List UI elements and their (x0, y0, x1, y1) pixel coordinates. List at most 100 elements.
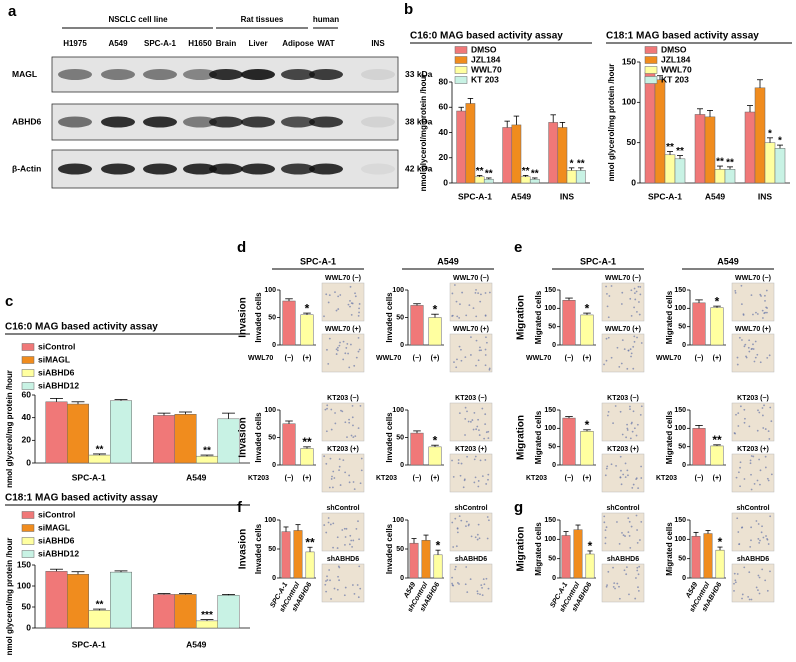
cell-dot (353, 488, 356, 491)
y-axis-label: Migrated cells (665, 410, 674, 464)
blot-group: human (313, 15, 339, 24)
cell-dot (607, 410, 610, 413)
bar (281, 531, 291, 579)
cell-dot (734, 289, 737, 292)
blot-protein: β-Actin (12, 163, 41, 173)
blot-band (58, 116, 92, 128)
x-tick-label: (+) (713, 475, 722, 482)
cell-dot (466, 591, 469, 594)
cell-dot (758, 542, 761, 544)
cell-dot (481, 594, 484, 597)
cell-dot (638, 301, 640, 303)
legend-label: siABHD6 (38, 535, 75, 545)
y-tick-label: 100 (544, 305, 556, 312)
bar (67, 573, 89, 629)
cell-dot (338, 344, 341, 347)
y-tick-label: 100 (622, 97, 636, 107)
bar (88, 610, 111, 629)
lane-label: H1650 (188, 39, 212, 48)
cell-dot (451, 521, 454, 524)
cell-dot (336, 349, 339, 352)
cell-dot (607, 570, 610, 573)
cell-dot (734, 579, 737, 582)
cell-dot (626, 427, 629, 430)
blot-protein: MAGL (12, 69, 37, 79)
cell-dot (630, 289, 633, 292)
significance: * (715, 294, 720, 308)
cell-dot (469, 578, 472, 581)
cell-dot (633, 427, 636, 430)
cell-dot (764, 428, 767, 430)
cell-dot (475, 428, 478, 431)
micrograph-label: KT203 (−) (327, 395, 359, 402)
cell-dot (477, 480, 480, 482)
cell-dot (328, 486, 331, 489)
cell-dot (339, 294, 342, 296)
y-tick-label: 60 (22, 389, 32, 399)
cell-dot (739, 405, 742, 408)
cell-dot (639, 413, 642, 416)
cell-dot (760, 531, 763, 534)
cell-dot (766, 477, 769, 480)
blot-size: 33 kDa (405, 69, 433, 79)
significance: * (585, 301, 590, 315)
significance: ** (203, 446, 211, 457)
cell-dot (624, 476, 627, 479)
y-tick-label: 50 (268, 434, 276, 441)
bar (45, 401, 68, 464)
cell-dot (757, 589, 759, 592)
cell-dot (472, 428, 475, 431)
x-tick-label: (−) (565, 475, 574, 482)
cell-dot (632, 410, 635, 413)
cell-dot (636, 310, 638, 313)
cell-dot (737, 425, 740, 427)
cell-dot (329, 523, 332, 526)
y-axis-label: Migrated cells (665, 290, 674, 344)
bar (196, 455, 218, 464)
cell-dot (755, 311, 757, 314)
bar (465, 103, 476, 184)
cell-dot (621, 291, 624, 294)
cell-dot (351, 584, 354, 586)
cell-dot (456, 358, 458, 361)
micrograph-label: WWL70 (−) (605, 275, 641, 282)
cell-dot (330, 598, 332, 600)
cell-dot (629, 547, 632, 549)
cell-dot (483, 437, 486, 440)
y-tick-label: 40 (22, 412, 32, 422)
micrograph-label: KT203 (−) (737, 395, 769, 402)
cell-dot (614, 587, 616, 590)
cell-dot (332, 522, 335, 525)
significance: ** (302, 435, 312, 449)
bar (694, 114, 706, 184)
cell-dot (626, 423, 628, 426)
legend-label: KT 203 (661, 74, 689, 84)
micrograph (601, 282, 645, 322)
section-label: Migration (516, 295, 527, 340)
cell-dot (636, 541, 639, 544)
cell-dot (633, 287, 636, 290)
x-tick-label: A549 (186, 639, 207, 649)
y-tick-label: 100 (544, 536, 556, 543)
micrograph-label: shABHD6 (737, 556, 769, 563)
bar (674, 158, 686, 184)
cell-dot (748, 350, 751, 353)
bar (764, 142, 776, 184)
y-tick-label: 50 (678, 444, 686, 451)
bar (153, 594, 175, 629)
cell-dot (766, 537, 768, 540)
cell-dot (481, 586, 483, 589)
cell-dot (456, 531, 459, 534)
cell-dot (733, 572, 736, 575)
y-tick-label: 0 (272, 462, 276, 469)
cell-dot (481, 407, 484, 410)
legend-label: DMSO (661, 44, 687, 54)
y-tick-label: 50 (627, 137, 637, 147)
x-tick-label: A549 (705, 191, 726, 201)
cell-dot (612, 422, 614, 425)
bar (300, 314, 314, 346)
cell-dot (333, 587, 336, 590)
cell-dot (477, 485, 480, 488)
cell-dot (620, 483, 623, 486)
lane-label: Adipose (282, 39, 314, 48)
